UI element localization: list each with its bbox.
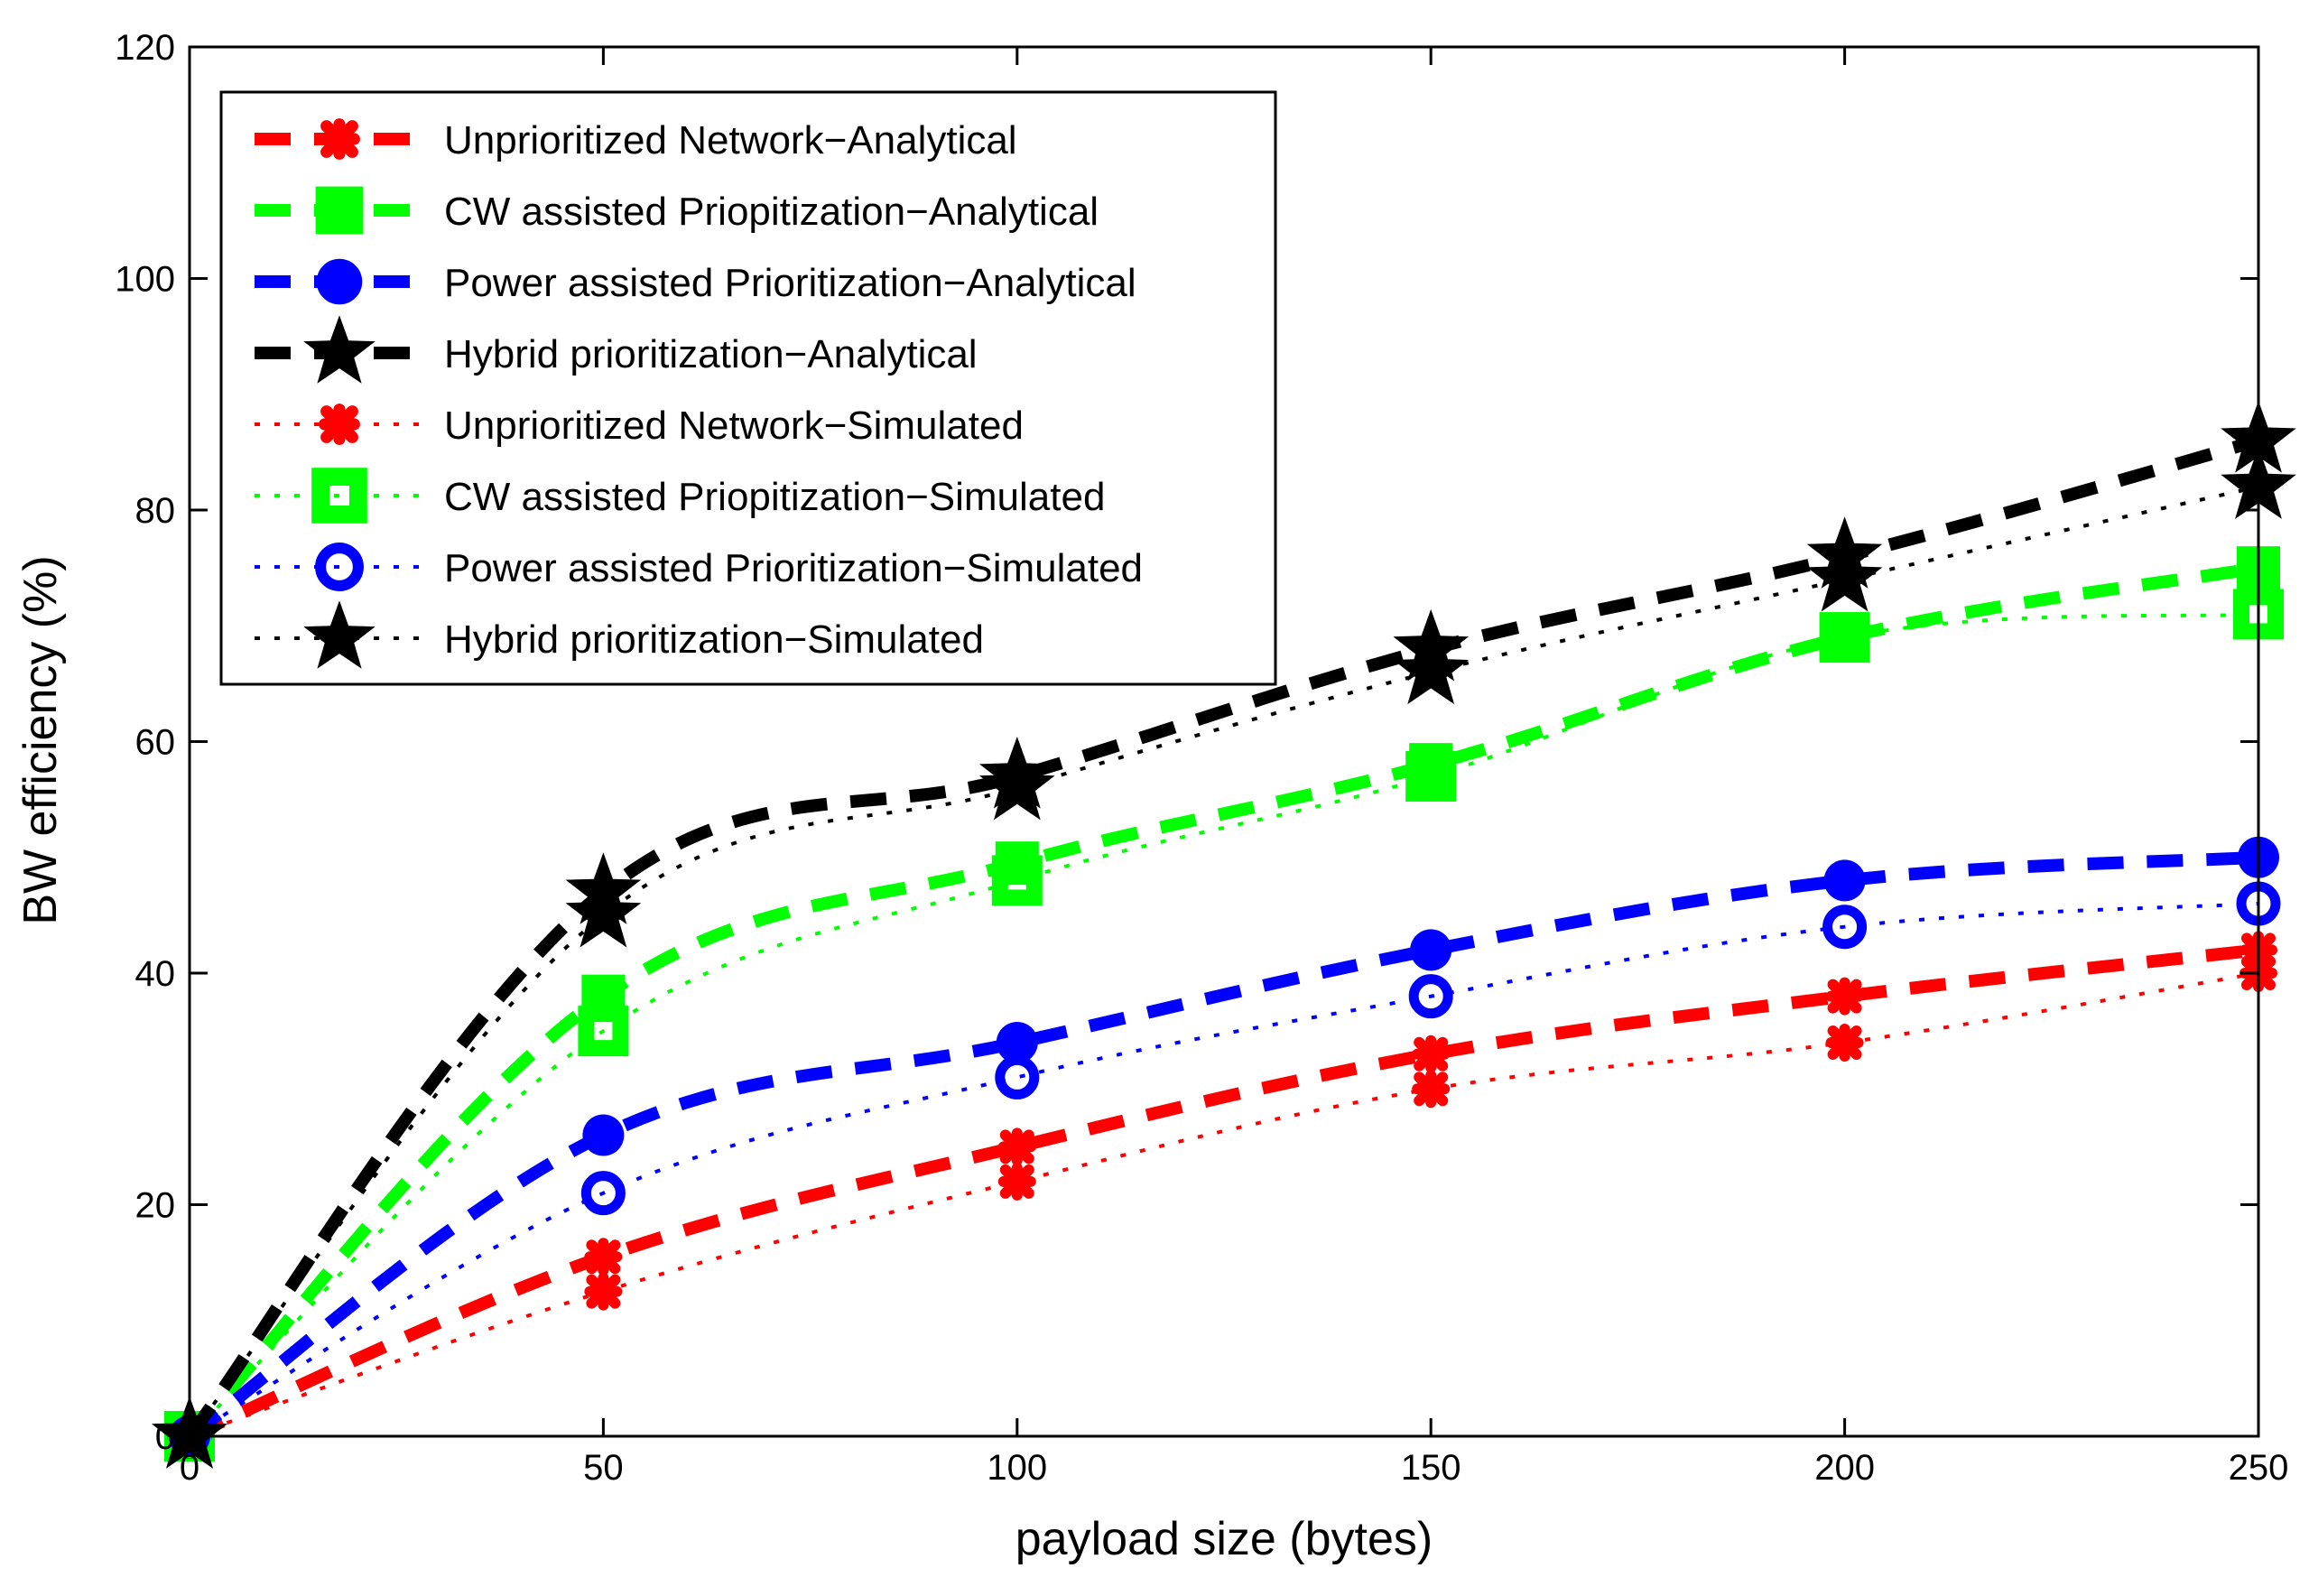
data-point — [1409, 743, 1453, 787]
legend-label: Power assisted Prioritization−Simulated — [444, 546, 1143, 590]
legend-marker — [319, 404, 360, 445]
y-tick-label: 100 — [115, 260, 175, 300]
series-7 — [167, 881, 2281, 1459]
legend-label: Unprioritized Network−Analytical — [444, 118, 1017, 162]
y-tick-label: 60 — [135, 723, 176, 763]
series-line-8 — [188, 485, 2259, 1438]
data-point — [1408, 974, 1453, 1019]
series-3 — [169, 836, 2279, 1457]
legend-entry: CW assisted Priopitization−Simulated — [255, 468, 1105, 524]
legend-label: CW assisted Priopitization−Simulated — [444, 475, 1105, 519]
plot-area — [152, 401, 2296, 1469]
data-point — [996, 1021, 1038, 1063]
legend-marker — [315, 543, 364, 591]
data-point — [995, 841, 1039, 886]
data-point — [997, 1162, 1036, 1201]
data-point — [1806, 516, 1883, 589]
series-line-3 — [185, 850, 2259, 1442]
series-line-5 — [189, 971, 2259, 1438]
series-line-2 — [184, 561, 2260, 1441]
data-point — [565, 852, 642, 924]
legend-box — [219, 90, 1277, 686]
x-tick-label: 0 — [180, 1448, 199, 1488]
data-point — [995, 1054, 1040, 1100]
legend-label: Hybrid prioritization−Simulated — [444, 617, 984, 662]
legend-marker — [311, 468, 367, 524]
y-axis-label: BW efficiency (%) — [14, 555, 67, 924]
y-tick-label: 80 — [135, 491, 176, 531]
legend-label: Power assisted Prioritization−Analytical — [444, 261, 1136, 305]
series-line-7 — [188, 902, 2259, 1438]
x-tick-label: 200 — [1814, 1448, 1875, 1488]
series-line-4 — [184, 434, 2260, 1441]
data-point — [580, 1171, 626, 1216]
data-point — [1410, 929, 1452, 971]
legend-marker — [319, 118, 360, 160]
x-tick-label: 50 — [583, 1448, 624, 1488]
y-tick-label: 120 — [115, 28, 175, 68]
data-point — [1806, 539, 1883, 612]
y-tick-label: 20 — [135, 1186, 176, 1226]
y-tick-label: 40 — [135, 954, 176, 994]
legend-marker — [316, 258, 363, 305]
legend-marker — [303, 315, 376, 384]
legend-marker — [315, 186, 364, 235]
data-point — [584, 1272, 623, 1311]
legend-marker — [303, 600, 376, 669]
series-line-6 — [188, 612, 2259, 1438]
data-point — [1823, 859, 1866, 902]
y-tick-label: 0 — [155, 1417, 175, 1457]
data-point — [1825, 977, 1864, 1016]
legend-entry: Hybrid prioritization−Analytical — [255, 315, 978, 384]
x-tick-label: 150 — [1401, 1448, 1461, 1488]
data-point — [565, 875, 642, 948]
axes: 0 50 100 150 200 250 0 20 40 60 80 100 120 — [115, 28, 2288, 1488]
series-line-1 — [187, 943, 2259, 1443]
data-point — [584, 1238, 623, 1276]
x-axis-label: payload size (bytes) — [1015, 1513, 1433, 1565]
legend-label: Hybrid prioritization−Analytical — [444, 332, 978, 376]
legend-entry: CW assisted Priopitization−Analytical — [255, 186, 1099, 235]
data-point — [997, 1127, 1036, 1166]
x-tick-label: 100 — [987, 1448, 1047, 1488]
data-point — [1393, 608, 1469, 682]
legend-entry: Unprioritized Network−Analytical — [255, 118, 1017, 162]
data-point — [979, 737, 1055, 809]
legend-entry: Power assisted Prioritization−Simulated — [255, 543, 1143, 591]
data-point — [581, 974, 626, 1018]
series-6 — [164, 589, 2284, 1461]
data-point — [1393, 632, 1469, 705]
data-point — [1822, 616, 1867, 660]
data-point — [582, 1114, 625, 1156]
x-tick-label: 250 — [2229, 1448, 2289, 1488]
legend: Unprioritized Network−Analytical CW assis… — [219, 90, 1277, 686]
legend-entry: Power assisted Prioritization−Analytical — [255, 258, 1136, 305]
data-point — [1822, 905, 1868, 950]
data-point — [1825, 1023, 1864, 1062]
legend-label: CW assisted Priopitization−Analytical — [444, 190, 1099, 234]
legend-entry: Unprioritized Network−Simulated — [255, 404, 1024, 448]
legend-label: Unprioritized Network−Simulated — [444, 404, 1024, 448]
data-point — [1412, 1070, 1451, 1109]
series-1 — [171, 931, 2277, 1455]
data-point — [1412, 1035, 1451, 1073]
legend-entry: Hybrid prioritization−Simulated — [255, 600, 984, 669]
